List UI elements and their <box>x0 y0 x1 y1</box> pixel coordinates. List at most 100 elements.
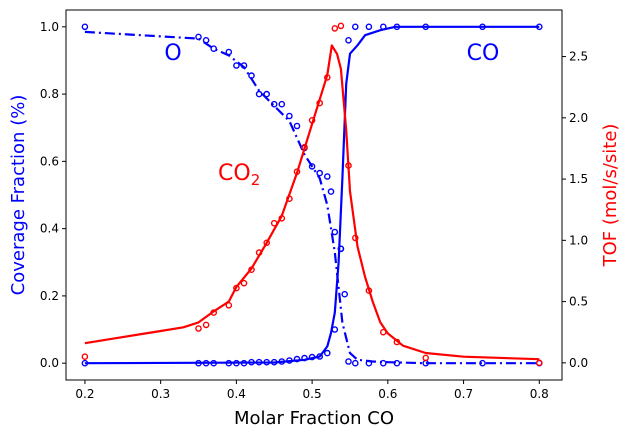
data-point-co <box>316 353 324 360</box>
data-point-co2 <box>308 117 316 124</box>
data-point-co <box>233 359 240 367</box>
data-point-co <box>81 359 89 367</box>
data-point-co2 <box>225 301 233 309</box>
data-point-co2 <box>240 279 248 287</box>
data-point-co <box>255 358 263 366</box>
data-point-co2 <box>286 195 293 202</box>
data-point-o <box>479 359 486 367</box>
data-point-o <box>270 100 278 108</box>
annotation-co2-main: CO <box>218 161 251 186</box>
data-point-co <box>331 326 339 333</box>
annotation-co: CO <box>467 41 500 66</box>
data-point-co2 <box>422 354 430 362</box>
x-axis: 0.2 0.3 0.4 0.5 0.6 0.7 0.8 <box>75 380 549 401</box>
y-axis-left: 0.0 0.2 0.4 0.6 0.8 1.0 <box>40 20 66 370</box>
data-point-co2 <box>202 321 210 329</box>
plot-frame <box>65 9 563 381</box>
x-tick-label: 0.3 <box>151 387 170 401</box>
data-point-co <box>351 23 359 31</box>
data-point-co2 <box>81 353 89 361</box>
x-tick-label: 0.6 <box>378 387 397 401</box>
series-line-co2 <box>84 44 540 361</box>
data-point-co2 <box>536 359 543 367</box>
data-point-o <box>341 290 349 298</box>
data-point-co2 <box>255 249 263 256</box>
data-point-co <box>210 359 217 367</box>
data-point-co2 <box>270 219 278 227</box>
data-point-co <box>536 23 543 31</box>
data-point-co <box>337 245 345 253</box>
y-right-tick-label: 0.5 <box>569 295 588 309</box>
data-point-co <box>263 358 271 366</box>
data-point-o <box>331 228 339 236</box>
data-point-co2 <box>233 284 240 292</box>
data-point-co <box>270 358 278 366</box>
data-point-co2 <box>379 328 387 336</box>
data-point-co <box>308 353 316 361</box>
data-point-o <box>225 48 233 56</box>
series-line-o <box>84 30 540 365</box>
data-point-co <box>365 23 373 31</box>
y-right-tick-label: 2.5 <box>569 50 588 64</box>
data-point-o <box>293 122 301 130</box>
data-point-co2 <box>248 266 255 274</box>
data-point-co <box>286 357 293 364</box>
data-point-co <box>293 355 301 363</box>
data-point-co2 <box>323 74 331 81</box>
data-point-o <box>379 359 387 367</box>
data-point-o <box>263 90 271 98</box>
y-left-tick-label: 0.6 <box>40 154 59 168</box>
y-right-tick-label: 1.5 <box>569 172 588 186</box>
y-left-tick-label: 0.4 <box>40 222 59 236</box>
data-point-co2 <box>195 325 202 332</box>
plot-lines <box>81 22 543 367</box>
y-left-tick-label: 0.2 <box>40 289 59 303</box>
data-point-co <box>345 37 352 44</box>
data-point-co <box>393 23 401 31</box>
data-point-co2 <box>351 234 359 242</box>
x-tick-label: 0.2 <box>75 387 94 401</box>
annotation-co2: CO2 <box>218 161 260 189</box>
data-point-o <box>365 359 373 367</box>
data-point-co2 <box>337 22 345 30</box>
data-point-co2 <box>331 25 339 32</box>
data-point-co <box>379 23 387 31</box>
y-axis-right: 0.0 0.5 1.0 1.5 2.0 2.5 <box>562 50 588 370</box>
data-point-o <box>195 33 202 41</box>
data-point-co2 <box>263 239 271 247</box>
data-point-co <box>195 359 202 367</box>
data-point-o <box>278 100 286 108</box>
data-point-co2 <box>316 99 324 107</box>
data-point-co2 <box>345 162 352 169</box>
data-point-co <box>248 358 255 366</box>
data-point-co <box>323 349 331 357</box>
data-point-o <box>286 112 293 120</box>
data-point-o <box>351 359 359 367</box>
data-point-co <box>202 359 210 367</box>
y-axis-right-label: TOF (mol/s/site) <box>600 124 621 268</box>
data-point-o <box>323 173 331 180</box>
data-point-o <box>202 37 210 44</box>
y-right-tick-label: 2.0 <box>569 111 588 125</box>
y-axis-left-label: Coverage Fraction (%) <box>8 95 29 296</box>
data-point-co <box>301 354 308 362</box>
data-point-co <box>240 359 248 367</box>
y-right-tick-label: 1.0 <box>569 233 588 247</box>
data-point-co <box>278 358 286 365</box>
data-point-o <box>393 359 401 367</box>
data-point-o <box>316 169 324 177</box>
data-point-co2 <box>210 309 217 316</box>
y-left-tick-label: 0.0 <box>40 356 59 370</box>
data-point-co <box>225 359 233 367</box>
data-point-o <box>210 45 217 53</box>
data-point-co <box>479 23 486 31</box>
x-axis-label: Molar Fraction CO <box>234 408 394 429</box>
data-point-o <box>81 23 89 31</box>
data-point-o <box>255 90 263 98</box>
data-point-co2 <box>278 214 286 222</box>
series-line-co <box>84 25 540 365</box>
y-right-tick-label: 0.0 <box>569 356 588 370</box>
x-tick-label: 0.5 <box>303 387 322 401</box>
data-point-co2 <box>393 338 401 346</box>
